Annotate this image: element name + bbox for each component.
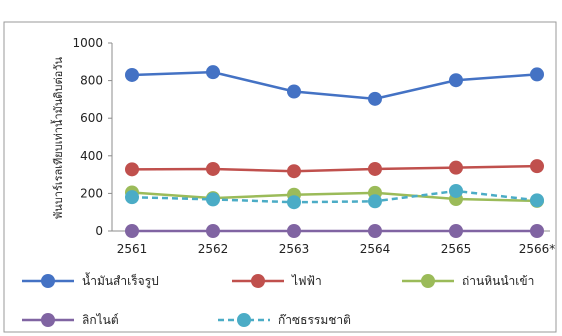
data-point [125,224,139,238]
legend-item-3: ลิกไนต์ [22,313,119,327]
legend-label: ก๊าซธรรมชาติ [278,313,351,327]
data-point [530,224,544,238]
series-line [131,189,538,204]
y-tick-label: 200 [80,186,103,200]
data-point [206,161,220,176]
legend-swatch-marker [41,274,55,288]
y-ticks: 0 200 400 600 800 1000 [72,36,112,238]
data-point [206,224,220,238]
chart-frame [3,21,557,333]
data-point [530,193,544,208]
x-ticks: 2561 2562 2563 2564 2565 2566* [117,242,556,256]
y-tick-label: 0 [95,224,103,238]
x-tick-label: 2563 [279,242,310,256]
series-line [131,164,538,173]
legend-swatch-marker [251,274,265,288]
legend-label: ไฟฟ้า [291,274,322,288]
x-tick-label: 2561 [117,242,148,256]
data-point [206,65,220,80]
x-tick-label: 2564 [360,242,391,256]
x-tick-label: 2562 [198,242,229,256]
legend-swatch-marker [421,274,435,288]
legend-label: น้ำมันสำเร็จรูป [82,272,159,289]
data-point [530,159,544,174]
series-group [125,65,544,238]
series-1 [125,159,544,179]
x-tick-label: 2565 [441,242,472,256]
series-0 [125,65,544,106]
data-point [449,183,463,198]
legend-item-2: ถ่านหินนำเข้า [402,274,534,288]
data-point [368,224,382,238]
data-point [125,162,139,177]
data-point [449,160,463,175]
x-tick-label: 2566* [519,242,556,256]
y-tick-label: 1000 [72,36,103,50]
series-2 [125,185,544,208]
legend-item-1: ไฟฟ้า [232,274,322,288]
y-axis-label: พันบาร์เรลเทียบเท่าน้ำมันดิบต่อวัน [50,57,65,219]
data-point [368,194,382,209]
data-point [125,67,139,82]
y-tick-label: 600 [80,111,103,125]
data-point [206,192,220,207]
series-3 [125,224,544,238]
data-point [287,84,301,99]
y-tick-label: 400 [80,149,103,163]
data-point [449,73,463,88]
data-point [125,190,139,205]
data-point [287,224,301,238]
legend-label: ลิกไนต์ [82,313,119,327]
legend-item-0: น้ำมันสำเร็จรูป [22,272,159,289]
series-4 [125,183,544,210]
y-tick-label: 800 [80,74,103,88]
legend-swatch-marker [237,313,251,327]
data-point [449,224,463,238]
data-point [287,164,301,179]
data-point [368,161,382,176]
legend-swatch-marker [41,313,55,327]
legend-item-4: ก๊าซธรรมชาติ [218,313,351,327]
data-point [368,91,382,106]
legend: น้ำมันสำเร็จรูป ไฟฟ้า ถ่านหินนำเข้าลิกไนต์… [22,272,534,327]
series-line [131,191,538,203]
data-point [287,195,301,210]
legend-label: ถ่านหินนำเข้า [462,274,534,288]
data-point [530,67,544,82]
series-line [131,70,538,101]
